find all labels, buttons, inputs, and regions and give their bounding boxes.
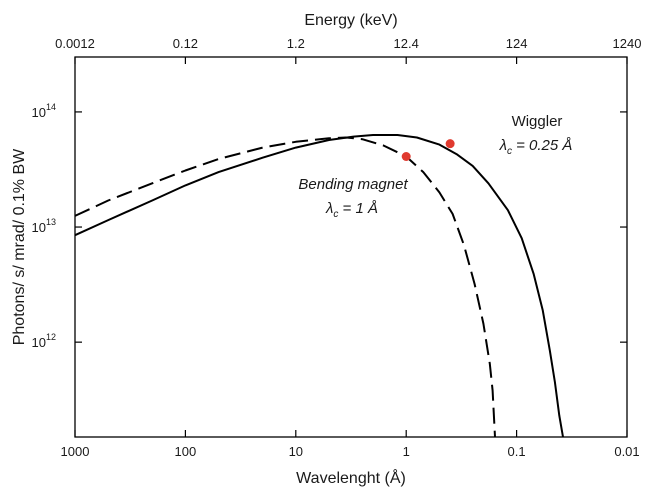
wiggler-lambda-symbol: λ (499, 137, 507, 154)
y-tick-exponent: 13 (46, 217, 56, 227)
wiggler-critical-point-marker (445, 139, 455, 149)
x2-tick-label: 124 (506, 36, 528, 51)
y-tick-base: 10 (32, 105, 46, 120)
y-tick-label: 1014 (32, 102, 56, 120)
y-tick-base: 10 (32, 335, 46, 350)
x-tick-label: 1 (403, 444, 410, 459)
y-tick-base: 10 (32, 220, 46, 235)
marker-layer (401, 139, 455, 161)
bending-lambda-sub: c (333, 209, 338, 220)
bending-magnet-critical-point-marker (401, 151, 411, 161)
bending-label: Bending magnet (298, 176, 408, 193)
wiggler-line (74, 134, 564, 438)
x2-tick-label: 0.0012 (55, 36, 95, 51)
wiggler-lambda: λc = 0.25 Å (499, 137, 573, 157)
y-axis-title: Photons/ s/ mrad/ 0.1% BW (11, 148, 28, 345)
wiggler-lambda-value: = 0.25 Å (512, 137, 572, 154)
bending-magnet-line (74, 136, 496, 438)
x2-axis-ticks: 0.0012 0.12 1.2 12.4 124 1240 (55, 36, 641, 64)
wiggler-lambda-sub: c (507, 146, 512, 157)
x-axis-title: Wavelenght (Å) (296, 468, 406, 487)
plot-area-frame (74, 56, 628, 438)
bending-annotation: Bending magnet λc = 1 Å (298, 176, 408, 220)
x2-tick-label: 1.2 (287, 36, 305, 51)
x-tick-label: 100 (175, 444, 197, 459)
y-tick-exponent: 12 (46, 332, 56, 342)
bending-lambda-symbol: λ (325, 200, 333, 217)
x2-axis-title: Energy (keV) (304, 12, 397, 29)
x2-tick-label: 0.12 (173, 36, 198, 51)
x-axis-ticks: 1000 100 10 1 0.1 0.01 (61, 430, 640, 459)
x-tick-label: 10 (289, 444, 303, 459)
x-tick-label: 0.01 (614, 444, 639, 459)
bending-lambda: λc = 1 Å (325, 200, 378, 220)
x2-tick-label: 1240 (613, 36, 642, 51)
wiggler-annotation: Wiggler λc = 0.25 Å (499, 113, 573, 157)
x-tick-label: 1000 (61, 444, 90, 459)
bending-lambda-value: = 1 Å (338, 200, 378, 217)
y-tick-label: 1013 (32, 217, 56, 235)
x-tick-label: 0.1 (508, 444, 526, 459)
x2-tick-label: 12.4 (394, 36, 419, 51)
y-tick-exponent: 14 (46, 102, 56, 112)
y-tick-label: 1012 (32, 332, 56, 350)
series-layer (74, 134, 564, 438)
wiggler-label: Wiggler (512, 113, 563, 130)
